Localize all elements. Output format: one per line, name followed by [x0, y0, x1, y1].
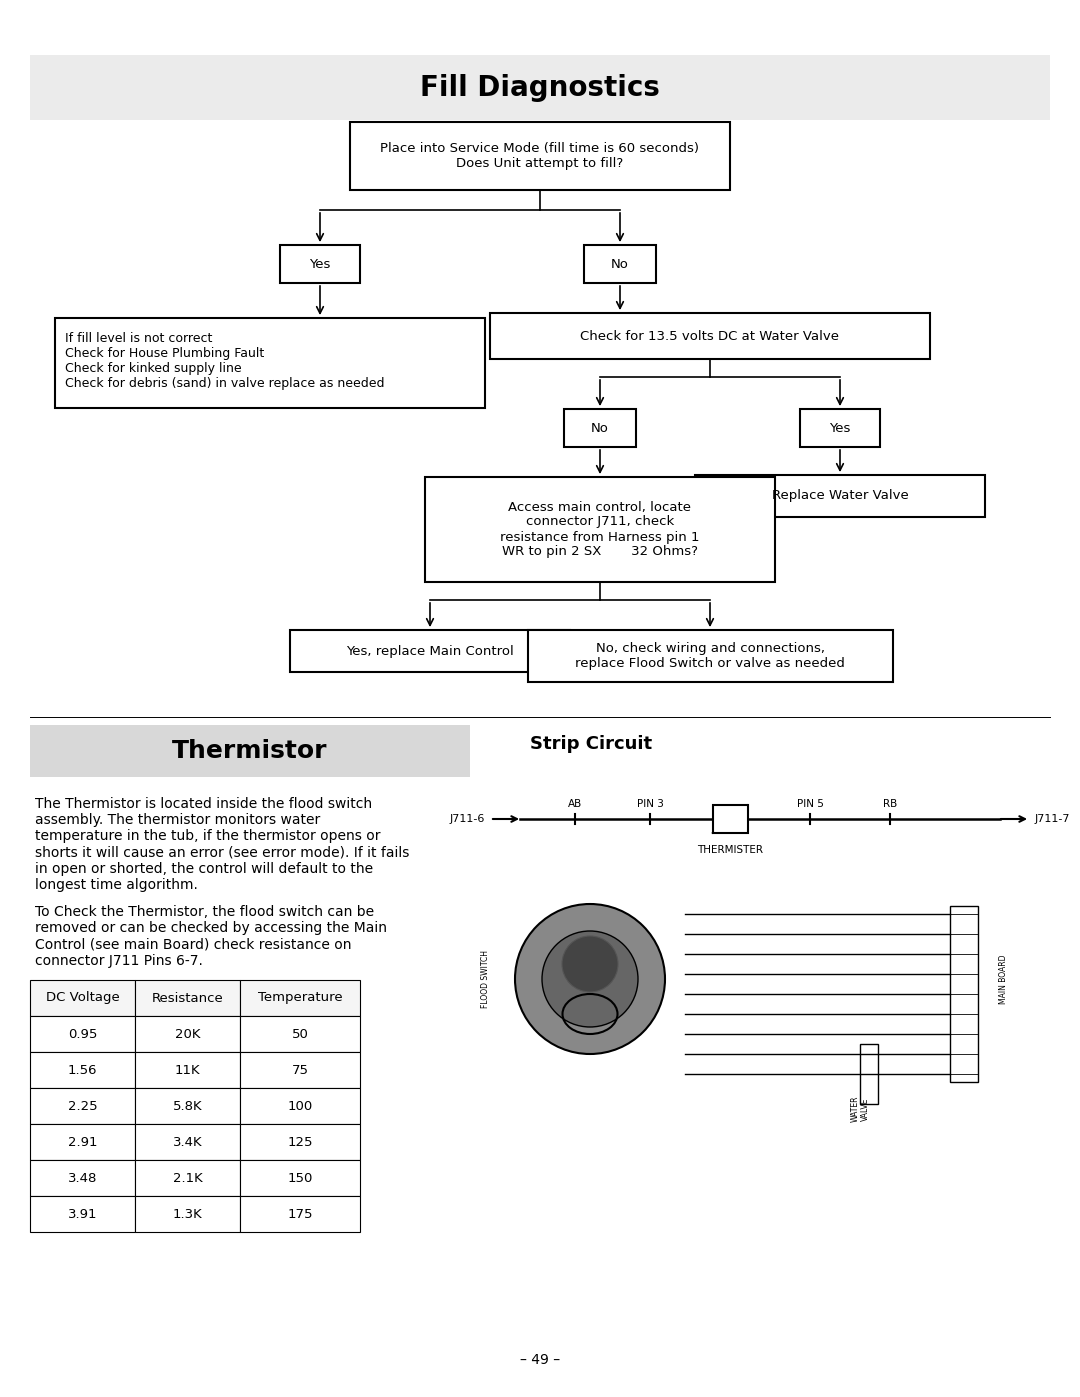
Bar — [584, 244, 656, 284]
Text: J711-7: J711-7 — [1035, 814, 1070, 824]
Bar — [240, 1016, 360, 1052]
Bar — [350, 122, 730, 190]
Text: FLOOD SWITCH: FLOOD SWITCH — [481, 950, 489, 1009]
Text: 125: 125 — [287, 1136, 313, 1148]
Text: 1.56: 1.56 — [68, 1063, 97, 1077]
Text: No: No — [591, 422, 609, 434]
Text: 175: 175 — [287, 1207, 313, 1221]
Bar — [30, 1196, 135, 1232]
Bar — [240, 1052, 360, 1088]
Text: J711-6: J711-6 — [449, 814, 485, 824]
Text: AB: AB — [568, 799, 582, 809]
Circle shape — [515, 904, 665, 1053]
Bar — [564, 409, 636, 447]
Text: No, check wiring and connections,
replace Flood Switch or valve as needed: No, check wiring and connections, replac… — [575, 643, 845, 671]
Text: Thermistor: Thermistor — [172, 739, 327, 763]
Circle shape — [542, 930, 638, 1027]
Text: 5.8K: 5.8K — [173, 1099, 202, 1112]
Bar — [135, 1160, 240, 1196]
Text: Yes: Yes — [829, 422, 851, 434]
Bar — [291, 630, 570, 672]
Bar — [696, 475, 985, 517]
Text: The Thermistor is located inside the flood switch
assembly. The thermistor monit: The Thermistor is located inside the flo… — [35, 798, 409, 893]
Text: No: No — [611, 257, 629, 271]
Text: Yes: Yes — [309, 257, 330, 271]
Text: Fill Diagnostics: Fill Diagnostics — [420, 74, 660, 102]
Text: 2.25: 2.25 — [68, 1099, 97, 1112]
Text: 2.1K: 2.1K — [173, 1172, 202, 1185]
Bar — [135, 1125, 240, 1160]
Bar — [135, 1052, 240, 1088]
Bar — [135, 1088, 240, 1125]
Bar — [426, 476, 775, 583]
Bar — [30, 725, 470, 777]
Bar — [30, 981, 135, 1016]
Text: 1.3K: 1.3K — [173, 1207, 202, 1221]
Bar — [240, 1160, 360, 1196]
Text: 2.91: 2.91 — [68, 1136, 97, 1148]
Bar — [135, 1196, 240, 1232]
Text: 50: 50 — [292, 1028, 309, 1041]
Text: Check for 13.5 volts DC at Water Valve: Check for 13.5 volts DC at Water Valve — [581, 330, 839, 342]
Bar — [30, 1160, 135, 1196]
Text: Yes, replace Main Control: Yes, replace Main Control — [346, 644, 514, 658]
Bar — [30, 1052, 135, 1088]
Bar — [800, 409, 880, 447]
Text: Strip Circuit: Strip Circuit — [530, 735, 652, 753]
Text: Resistance: Resistance — [151, 992, 224, 1004]
Text: 0.95: 0.95 — [68, 1028, 97, 1041]
Bar — [240, 1088, 360, 1125]
Text: Access main control, locate
connector J711, check
resistance from Harness pin 1
: Access main control, locate connector J7… — [500, 500, 700, 559]
Text: WATER
VALVE: WATER VALVE — [850, 1095, 869, 1122]
Bar — [30, 1125, 135, 1160]
Text: To Check the Thermistor, the flood switch can be
removed or can be checked by ac: To Check the Thermistor, the flood switc… — [35, 905, 387, 968]
Text: THERMISTER: THERMISTER — [697, 845, 762, 855]
Bar — [240, 981, 360, 1016]
Bar — [950, 907, 978, 1083]
Bar — [55, 319, 485, 408]
Circle shape — [562, 936, 618, 992]
Text: Temperature: Temperature — [258, 992, 342, 1004]
Text: Replace Water Valve: Replace Water Valve — [771, 489, 908, 503]
Bar — [490, 313, 930, 359]
Text: MAIN BOARD: MAIN BOARD — [999, 954, 1008, 1004]
Text: RB: RB — [882, 799, 897, 809]
Bar — [527, 630, 892, 682]
Text: PIN 3: PIN 3 — [636, 799, 663, 809]
Bar — [240, 1196, 360, 1232]
Text: DC Voltage: DC Voltage — [45, 992, 120, 1004]
Text: 100: 100 — [287, 1099, 312, 1112]
Bar — [240, 1125, 360, 1160]
Text: If fill level is not correct
Check for House Plumbing Fault
Check for kinked sup: If fill level is not correct Check for H… — [65, 332, 384, 390]
Bar — [860, 1044, 878, 1104]
Bar — [135, 1016, 240, 1052]
Text: 20K: 20K — [175, 1028, 200, 1041]
Bar — [280, 244, 360, 284]
Bar — [30, 1088, 135, 1125]
Text: 3.91: 3.91 — [68, 1207, 97, 1221]
Text: 150: 150 — [287, 1172, 313, 1185]
Text: Place into Service Mode (fill time is 60 seconds)
Does Unit attempt to fill?: Place into Service Mode (fill time is 60… — [380, 142, 700, 170]
Text: PIN 5: PIN 5 — [797, 799, 823, 809]
Text: 11K: 11K — [175, 1063, 200, 1077]
Text: – 49 –: – 49 – — [519, 1354, 561, 1368]
Bar — [30, 1016, 135, 1052]
Text: 3.48: 3.48 — [68, 1172, 97, 1185]
Bar — [713, 805, 747, 833]
Bar — [30, 54, 1050, 120]
Bar — [135, 981, 240, 1016]
Text: 75: 75 — [292, 1063, 309, 1077]
Text: 3.4K: 3.4K — [173, 1136, 202, 1148]
